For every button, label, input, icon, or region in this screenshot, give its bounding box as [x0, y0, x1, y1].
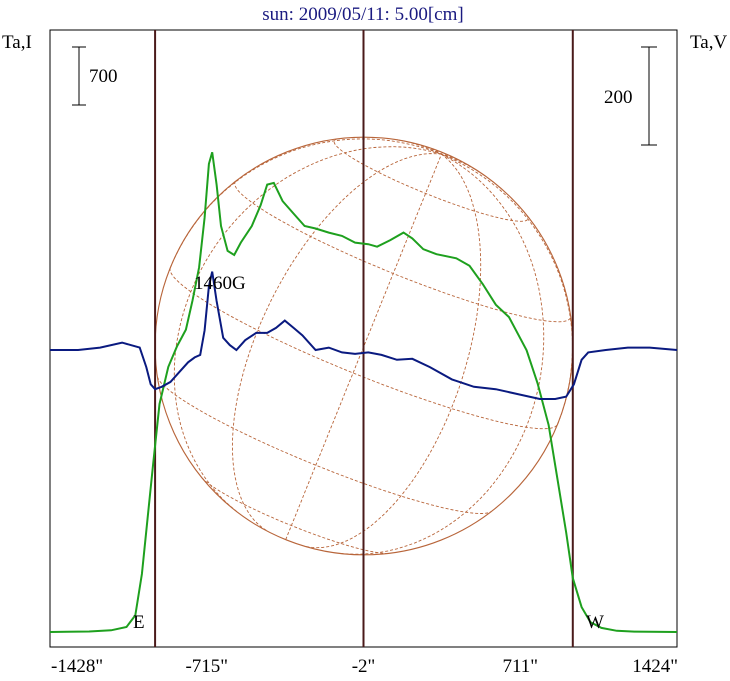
disk-grid-parallel [156, 376, 492, 514]
chart-title: sun: 2009/05/11: 5.00[cm] [262, 4, 463, 25]
east-limb-label: E [133, 612, 145, 633]
disk-grid-meridian [285, 154, 442, 540]
left-scale-bar: 700 [72, 46, 118, 106]
limb-center-lines [154, 30, 574, 647]
intensity-series-line [49, 152, 678, 633]
x-tick-label: 711" [502, 656, 538, 677]
disk-grid-parallel [333, 138, 529, 222]
left-axis-label: Ta,I [2, 32, 32, 53]
disk-grid-meridian [441, 153, 484, 176]
field-strength-label: 1460G [194, 273, 246, 294]
right-scale-bar: 200 [604, 46, 657, 146]
x-tick-label: -1428" [51, 656, 103, 677]
disk-grid-parallel [234, 180, 572, 323]
disk-grid-meridian [426, 146, 442, 155]
disk-grid-meridian [396, 139, 442, 155]
west-limb-label: W [586, 612, 604, 633]
x-tick-label: 1424" [632, 656, 678, 677]
disk-grid-meridian [441, 153, 458, 160]
disk-grid-meridian [306, 153, 482, 549]
right-scale-label: 200 [604, 87, 633, 108]
disk-grid-meridian [340, 153, 545, 555]
left-scale-label: 700 [89, 66, 118, 87]
disk-grid-meridian [169, 138, 442, 268]
right-axis-label: Ta,V [690, 32, 727, 53]
data-curves [49, 152, 678, 633]
disk-grid-meridian [173, 146, 442, 512]
x-axis-ticks: -1428" -715" -2" 711" 1424" [51, 656, 678, 677]
disk-grid-meridian [441, 153, 573, 425]
polarization-series-line [50, 271, 678, 400]
x-tick-label: -2" [352, 656, 376, 677]
disk-grid-meridian [231, 153, 442, 531]
x-tick-label: -715" [185, 656, 228, 677]
